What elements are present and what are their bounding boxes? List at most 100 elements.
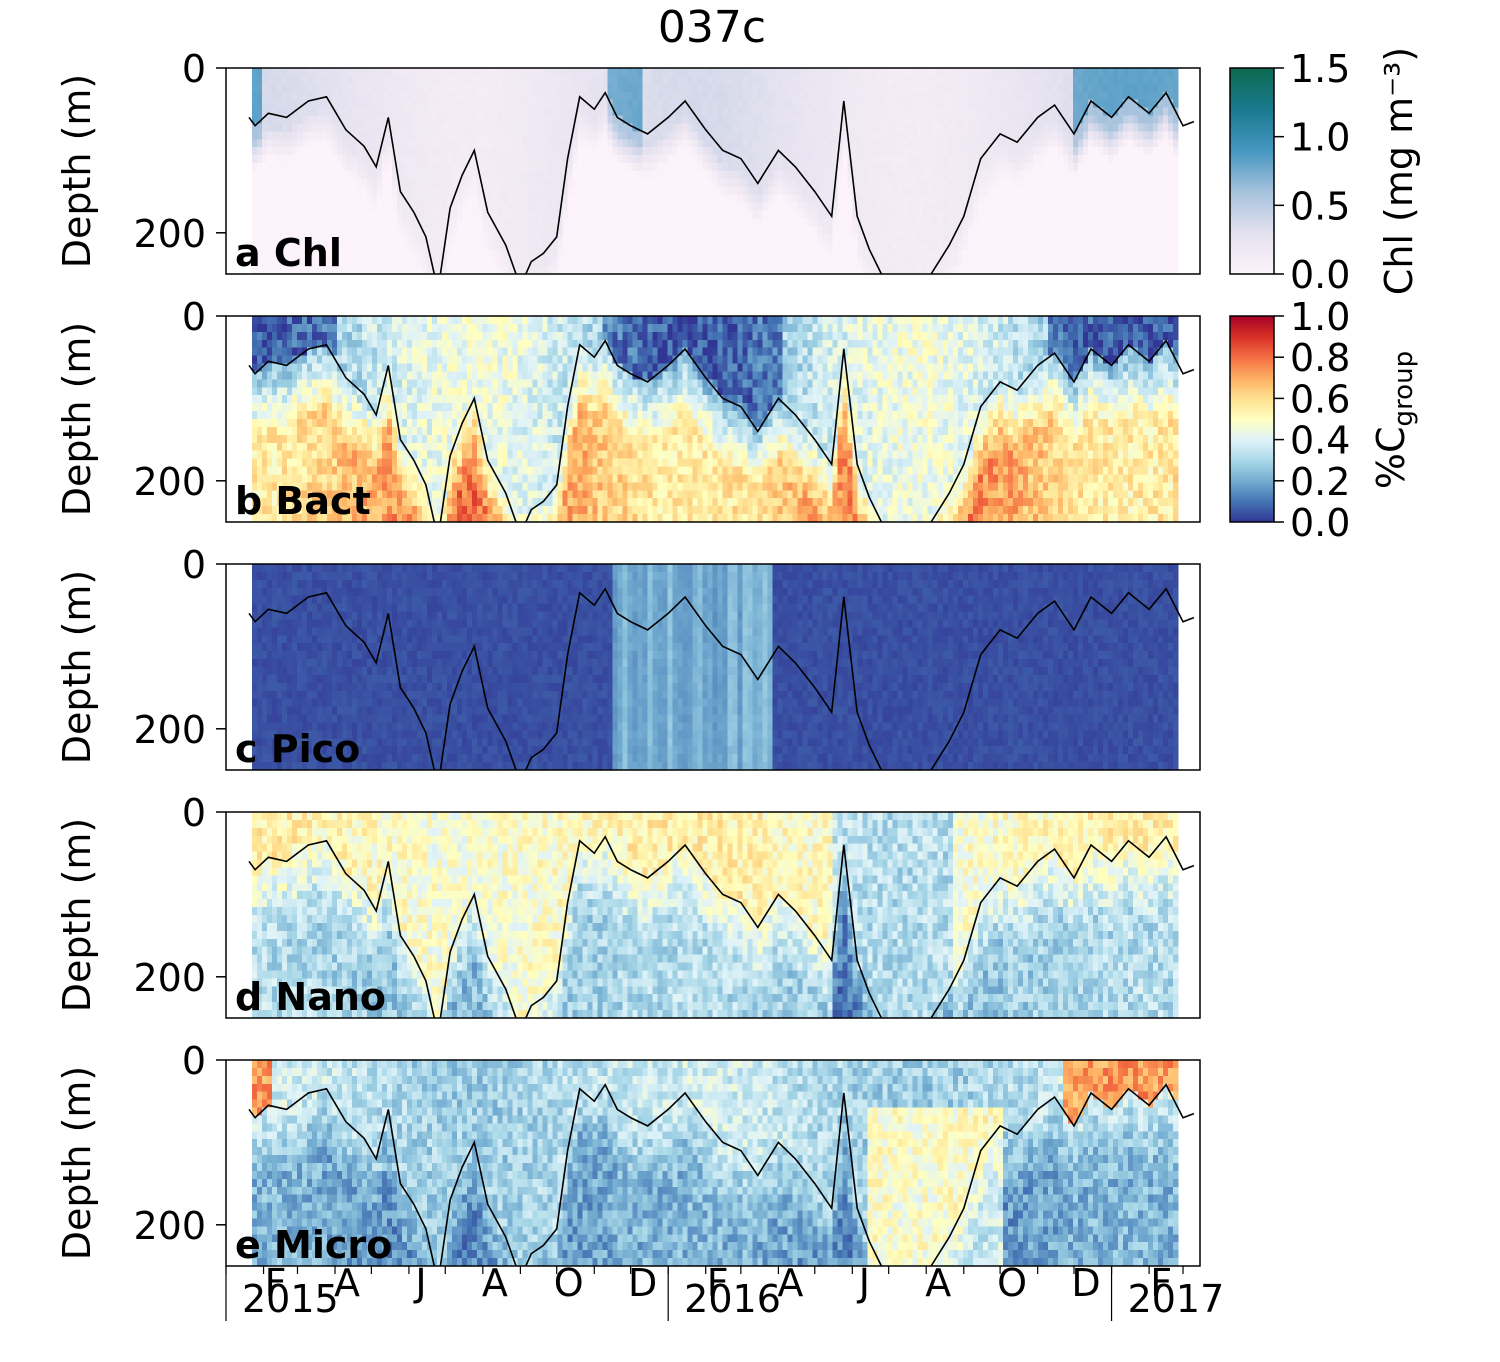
heatmap-cell bbox=[1007, 99, 1014, 109]
heatmap-cell bbox=[397, 139, 403, 148]
heatmap-cell bbox=[487, 155, 493, 164]
heatmap-cell bbox=[307, 218, 313, 228]
heatmap-cell bbox=[852, 210, 859, 220]
heatmap-cell bbox=[1142, 68, 1149, 77]
heatmap-cell bbox=[887, 99, 894, 109]
heatmap-cell bbox=[267, 316, 273, 325]
heatmap-cell bbox=[502, 266, 508, 275]
heatmap-cell bbox=[562, 123, 568, 132]
heatmap-cell bbox=[922, 242, 929, 251]
heatmap-cell bbox=[697, 258, 704, 267]
heatmap-cell bbox=[642, 147, 649, 156]
heatmap-cell bbox=[707, 194, 714, 204]
heatmap-cell bbox=[1057, 218, 1064, 228]
heatmap-cell bbox=[657, 266, 664, 275]
heatmap-cell bbox=[942, 68, 949, 77]
y-tick-label: 200 bbox=[133, 212, 206, 256]
heatmap-cell bbox=[1047, 186, 1054, 196]
heatmap-cell bbox=[1082, 210, 1089, 220]
heatmap-cell bbox=[1172, 226, 1179, 235]
heatmap-cell bbox=[737, 107, 744, 117]
heatmap-cell bbox=[802, 163, 809, 172]
heatmap-cell bbox=[487, 107, 493, 117]
heatmap-cell bbox=[867, 75, 874, 85]
heatmap-cell bbox=[572, 147, 578, 156]
heatmap-cell bbox=[1157, 131, 1164, 140]
heatmap-cell bbox=[637, 139, 644, 148]
heatmap-cell bbox=[1167, 210, 1174, 220]
heatmap-cell bbox=[932, 75, 939, 85]
heatmap-cell bbox=[342, 99, 348, 109]
heatmap-cell bbox=[1102, 75, 1109, 85]
heatmap-cell bbox=[257, 258, 263, 267]
heatmap-cell bbox=[507, 107, 513, 117]
heatmap-cell bbox=[437, 139, 443, 148]
heatmap-cell bbox=[447, 163, 453, 172]
heatmap-cell bbox=[702, 155, 709, 164]
heatmap-cell bbox=[347, 131, 353, 140]
heatmap-cell bbox=[707, 250, 714, 259]
heatmap-cell bbox=[417, 75, 423, 85]
heatmap-cell bbox=[567, 91, 573, 101]
heatmap-cell bbox=[297, 99, 303, 109]
heatmap-cell bbox=[472, 75, 478, 85]
heatmap-cell bbox=[717, 68, 724, 77]
heatmap-cell bbox=[347, 91, 353, 101]
heatmap-cell bbox=[1012, 99, 1019, 109]
heatmap-cell bbox=[587, 107, 593, 117]
heatmap-cell bbox=[307, 99, 313, 109]
heatmap-cell bbox=[362, 194, 368, 204]
heatmap-cell bbox=[407, 178, 413, 188]
heatmap-cell bbox=[947, 202, 954, 212]
heatmap-cell bbox=[992, 250, 999, 259]
heatmap-cell bbox=[932, 242, 939, 251]
heatmap-cell bbox=[602, 178, 608, 188]
heatmap-cell bbox=[1137, 139, 1144, 148]
heatmap-cell bbox=[587, 99, 593, 109]
heatmap-cell bbox=[847, 131, 854, 140]
heatmap-cell bbox=[1052, 250, 1059, 259]
heatmap-cell bbox=[497, 163, 503, 172]
heatmap-cell bbox=[322, 131, 328, 140]
heatmap-cell bbox=[787, 147, 794, 156]
heatmap-cell bbox=[487, 266, 493, 275]
heatmap-cell bbox=[1072, 202, 1079, 212]
heatmap-cell bbox=[1102, 83, 1109, 93]
heatmap-cell bbox=[872, 68, 879, 77]
heatmap-cell bbox=[257, 155, 263, 164]
heatmap-cell bbox=[262, 163, 268, 172]
heatmap-cell bbox=[507, 178, 513, 188]
heatmap-cell bbox=[907, 155, 914, 164]
heatmap-cell bbox=[712, 210, 719, 220]
heatmap-cell bbox=[582, 139, 588, 148]
heatmap-cell bbox=[432, 186, 438, 196]
heatmap-cell bbox=[857, 194, 864, 204]
heatmap-cell bbox=[927, 68, 934, 77]
heatmap-cell bbox=[427, 91, 433, 101]
heatmap-cell bbox=[252, 339, 258, 349]
heatmap-cell bbox=[487, 202, 493, 212]
heatmap-cell bbox=[292, 75, 298, 85]
heatmap-cell bbox=[502, 83, 508, 93]
heatmap-cell bbox=[907, 115, 914, 125]
heatmap-cell bbox=[847, 242, 854, 251]
heatmap-cell bbox=[482, 68, 488, 77]
heatmap-cell bbox=[1102, 202, 1109, 212]
heatmap-cell bbox=[907, 234, 914, 243]
heatmap-cell bbox=[687, 250, 694, 259]
heatmap-cell bbox=[817, 234, 824, 243]
heatmap-cell bbox=[567, 258, 573, 267]
heatmap-cell bbox=[342, 194, 348, 204]
heatmap-cell bbox=[1162, 171, 1169, 180]
heatmap-cell bbox=[752, 194, 759, 204]
heatmap-cell bbox=[467, 75, 473, 85]
heatmap-cell bbox=[747, 202, 754, 212]
heatmap-cell bbox=[862, 210, 869, 220]
heatmap-cell bbox=[452, 99, 458, 109]
heatmap-cell bbox=[1157, 186, 1164, 196]
heatmap-cell bbox=[1137, 242, 1144, 251]
heatmap-cell bbox=[672, 171, 679, 180]
heatmap-cell bbox=[472, 194, 478, 204]
heatmap-cell bbox=[627, 210, 634, 220]
heatmap-cell bbox=[552, 115, 558, 125]
